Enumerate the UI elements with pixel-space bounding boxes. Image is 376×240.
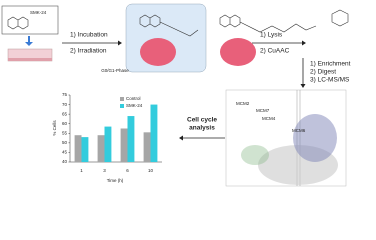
- arrow: [25, 36, 33, 46]
- step-label: 1) Lysis: [260, 32, 283, 39]
- x-tick-label: 1: [80, 168, 83, 173]
- legend-swatch: [120, 104, 124, 108]
- arrowhead: [300, 84, 306, 88]
- y-tick-label: 75: [62, 92, 68, 97]
- bar: [150, 104, 158, 162]
- bar: [143, 132, 151, 162]
- x-tick-label: 6: [126, 168, 129, 173]
- arrowhead: [302, 40, 306, 46]
- chart-title: G0/G1-Phase: [101, 68, 129, 73]
- bar: [120, 128, 128, 162]
- x-axis-title: Time (h): [107, 178, 124, 183]
- legend-label: SMK-24: [126, 103, 143, 108]
- x-tick-label: 3: [103, 168, 106, 173]
- y-tick-label: 50: [62, 140, 68, 145]
- y-tick-label: 60: [62, 121, 68, 126]
- step-label: 3) LC-MS/MS: [310, 77, 350, 84]
- x-tick-label: 10: [148, 168, 154, 173]
- step-label: 2) Digest: [310, 69, 336, 76]
- step-label: Cell cycle: [187, 117, 217, 124]
- arrowhead: [118, 40, 122, 46]
- volcano-cloud: [241, 145, 269, 165]
- bar: [81, 137, 89, 162]
- bar: [74, 135, 82, 162]
- dish-medium: [8, 58, 52, 61]
- step-label: 1) Incubation: [70, 32, 108, 39]
- protein: [220, 38, 256, 66]
- legend-label: Control: [126, 96, 141, 101]
- step-label: 2) CuAAC: [260, 48, 290, 55]
- protein-label: MCM6: [292, 128, 306, 133]
- protein-label: MCM4: [262, 116, 276, 121]
- step-label: 1) Enrichment: [310, 61, 351, 68]
- protein: [140, 38, 176, 66]
- figure: SMK-24 1) Incubation 2) Irradiation 1) L…: [1, 3, 351, 187]
- y-tick-label: 70: [62, 102, 68, 107]
- volcano-cloud: [293, 114, 337, 162]
- protein-label: MCM2: [236, 101, 250, 106]
- y-tick-label: 65: [62, 111, 68, 116]
- y-tick-label: 55: [62, 130, 68, 135]
- bar: [97, 135, 105, 162]
- compound-box: [1, 5, 59, 35]
- step-label: analysis: [189, 125, 215, 132]
- molecule: [219, 9, 349, 33]
- step-label: 2) Irradiation: [70, 48, 107, 55]
- bar-chart: G0/G1-Phase Time (h) % Cells 40 45 50 55 60 6…: [52, 68, 162, 183]
- page: {"labels": {"compound": "SMK-24", "incub…: [1, 3, 351, 187]
- legend-swatch: [120, 97, 124, 101]
- bar: [104, 126, 112, 162]
- y-tick-label: 40: [62, 159, 68, 164]
- y-tick-label: 45: [62, 150, 68, 155]
- arrowhead: [179, 135, 183, 141]
- molecule: [7, 16, 29, 30]
- bar: [127, 116, 135, 162]
- y-axis-title: % Cells: [52, 120, 57, 136]
- molecule: [139, 14, 199, 37]
- protein-label: MCM7: [256, 108, 270, 113]
- compound-label: SMK-24: [30, 10, 47, 15]
